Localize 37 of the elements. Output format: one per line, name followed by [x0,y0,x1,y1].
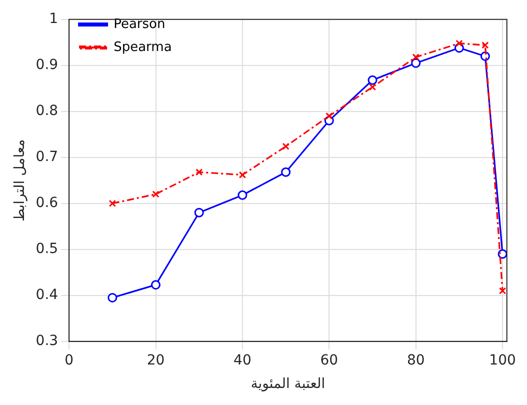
y-tick-label: 0.3 [36,333,58,350]
point [498,249,507,259]
point [282,142,290,150]
point [368,75,378,85]
point [151,280,161,290]
point [326,112,333,120]
point [281,167,291,177]
point [368,83,376,91]
y-tick-label: 0.6 [36,195,58,212]
point [238,171,246,178]
point [194,208,204,218]
x-tick-label: 80 [406,352,425,368]
y-tick-label: 0.9 [36,57,58,74]
point [482,42,489,49]
y-tick-label: 1 [49,11,58,28]
x-tick-label: 40 [234,352,252,368]
point [411,58,421,68]
point [238,190,248,200]
x-tick-label: 20 [146,352,165,368]
y-tick-label: 0.7 [36,149,58,166]
point [152,190,160,198]
y-tick-label: 0.4 [36,287,58,304]
legend-label: Pearson [114,16,166,32]
point [196,168,203,176]
point [108,200,116,207]
y-axis-title: معامل الترابط [12,139,28,222]
x-tick-label: 100 [489,352,516,368]
y-tick-label: 0.8 [36,103,58,120]
point [412,54,420,61]
point [456,40,463,47]
x-tick-label: 60 [320,352,338,368]
point [108,292,118,302]
legend-label: Spearma [114,40,172,55]
x-tick-label: 0 [64,352,74,368]
x-axis-title: العتبة المئوية [250,376,326,392]
y-tick-label: 0.5 [36,241,58,258]
point [498,287,506,294]
